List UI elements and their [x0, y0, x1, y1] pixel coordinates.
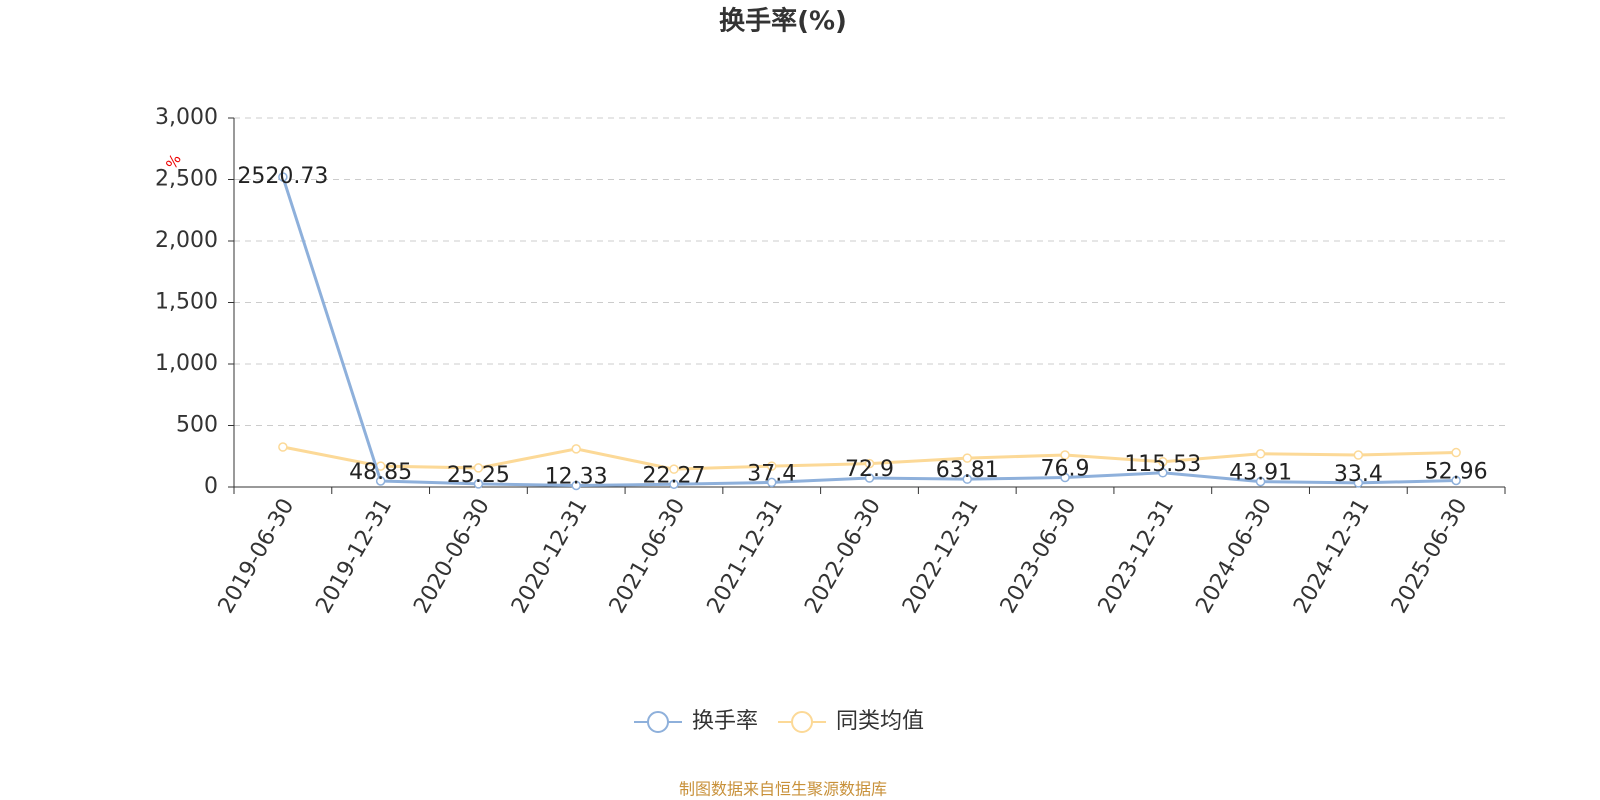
x-tick-label: 2025-06-30 — [1387, 495, 1473, 618]
y-tick-label: 2,000 — [155, 228, 218, 253]
point — [1158, 468, 1168, 478]
point — [766, 477, 777, 488]
x-tick-label: 2022-06-30 — [800, 495, 886, 618]
point — [473, 479, 484, 489]
x-tick-label: 2024-12-31 — [1289, 495, 1375, 618]
y-tick-label: 3,000 — [155, 105, 218, 130]
source-note: 制图数据来自恒生聚源数据库 — [679, 780, 887, 799]
point — [375, 476, 386, 486]
x-tick-label: 2019-06-30 — [214, 495, 300, 618]
point — [473, 463, 484, 473]
point — [669, 464, 679, 474]
chart-title: 换手率(%) — [719, 6, 847, 37]
data-label: 22.27 — [642, 463, 705, 488]
point — [766, 461, 777, 471]
x-tick-label: 2019-12-31 — [311, 495, 397, 618]
x-tick-label: 2023-06-30 — [996, 495, 1082, 618]
point — [1060, 472, 1070, 483]
data-label: 12.33 — [545, 464, 608, 489]
y-tick-label: 2,500 — [155, 167, 218, 192]
y-tick-label: 500 — [176, 413, 218, 438]
data-label: 43.91 — [1229, 461, 1292, 486]
x-tick-label: 2020-06-30 — [409, 495, 495, 618]
point — [669, 479, 679, 490]
legend-marker — [791, 711, 814, 733]
data-label: 48.85 — [349, 460, 412, 485]
x-tick-label: 2023-12-31 — [1094, 495, 1180, 618]
x-tick-label: 2022-12-31 — [898, 495, 984, 618]
legend-marker — [647, 711, 669, 733]
data-label: 72.9 — [845, 457, 894, 482]
point — [278, 172, 288, 182]
point — [1255, 449, 1266, 459]
point — [1158, 457, 1168, 467]
legend-label: 同类均值 — [836, 709, 924, 734]
point — [962, 453, 973, 463]
x-tick-label: 2021-06-30 — [605, 495, 691, 618]
x-tick-label: 2024-06-30 — [1191, 495, 1277, 618]
data-label: 2520.73 — [237, 164, 328, 189]
point — [1353, 478, 1364, 488]
data-label: 25.25 — [447, 463, 510, 488]
series-line — [281, 176, 1457, 487]
data-label: 52.96 — [1425, 459, 1488, 484]
point — [1451, 475, 1461, 486]
point — [1451, 447, 1461, 458]
data-label: 115.53 — [1124, 452, 1201, 477]
point — [1060, 450, 1070, 460]
data-label: 63.81 — [936, 458, 999, 483]
point — [278, 442, 288, 452]
point — [864, 473, 875, 483]
data-label: 37.4 — [747, 461, 796, 486]
x-tick-label: 2020-12-31 — [507, 495, 593, 618]
data-label: 76.9 — [1041, 457, 1090, 482]
point — [571, 480, 581, 491]
x-tick-label: 2021-12-31 — [703, 495, 789, 618]
point — [571, 444, 581, 454]
y-tick-label: 1,000 — [155, 351, 218, 376]
point — [864, 458, 875, 469]
point — [962, 474, 973, 484]
y-tick-label: 0 — [204, 474, 218, 499]
point — [1255, 476, 1266, 487]
point — [1353, 450, 1364, 460]
legend-label: 换手率 — [692, 709, 758, 734]
data-label: 33.4 — [1334, 462, 1383, 487]
y-tick-label: 1,500 — [155, 290, 218, 315]
